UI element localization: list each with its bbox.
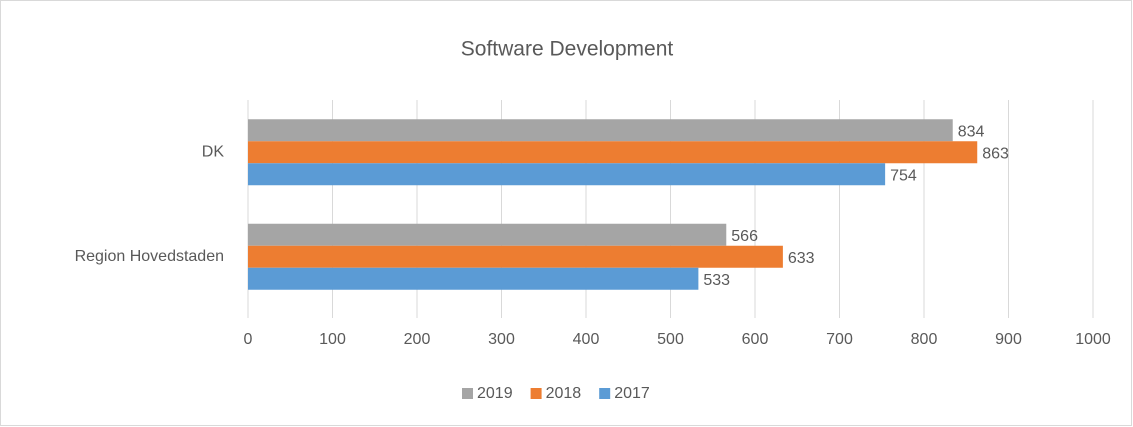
chart-title: Software Development [461,38,674,61]
legend-swatch [462,388,473,399]
x-tick-label: 700 [826,331,853,348]
bar [248,245,783,268]
legend-label: 2019 [477,385,513,402]
data-label: 566 [731,228,758,245]
y-tick-label: DK [202,143,225,160]
bar [248,119,953,142]
data-label: 633 [788,250,815,267]
x-tick-label: 0 [244,331,253,348]
x-tick-label: 600 [742,331,769,348]
x-tick-label: 1000 [1075,331,1111,348]
legend-swatch [599,388,611,399]
legend-label: 2018 [546,385,582,402]
x-tick-label: 300 [488,331,515,348]
data-label: 863 [982,145,1009,162]
x-tick-label: 100 [319,331,346,348]
y-tick-label: Region Hovedstaden [75,248,224,265]
x-tick-label: 800 [911,331,938,348]
bar [248,141,978,164]
x-tick-label: 500 [657,331,684,348]
data-label: 533 [703,272,730,289]
data-label: 834 [958,123,985,140]
bar [248,223,727,246]
legend-swatch [530,388,542,399]
bar [248,267,699,290]
data-label: 754 [890,167,917,184]
x-tick-label: 200 [404,331,431,348]
bar [248,163,886,186]
legend-label: 2017 [614,385,650,402]
x-tick-label: 400 [573,331,600,348]
x-tick-label: 900 [995,331,1022,348]
